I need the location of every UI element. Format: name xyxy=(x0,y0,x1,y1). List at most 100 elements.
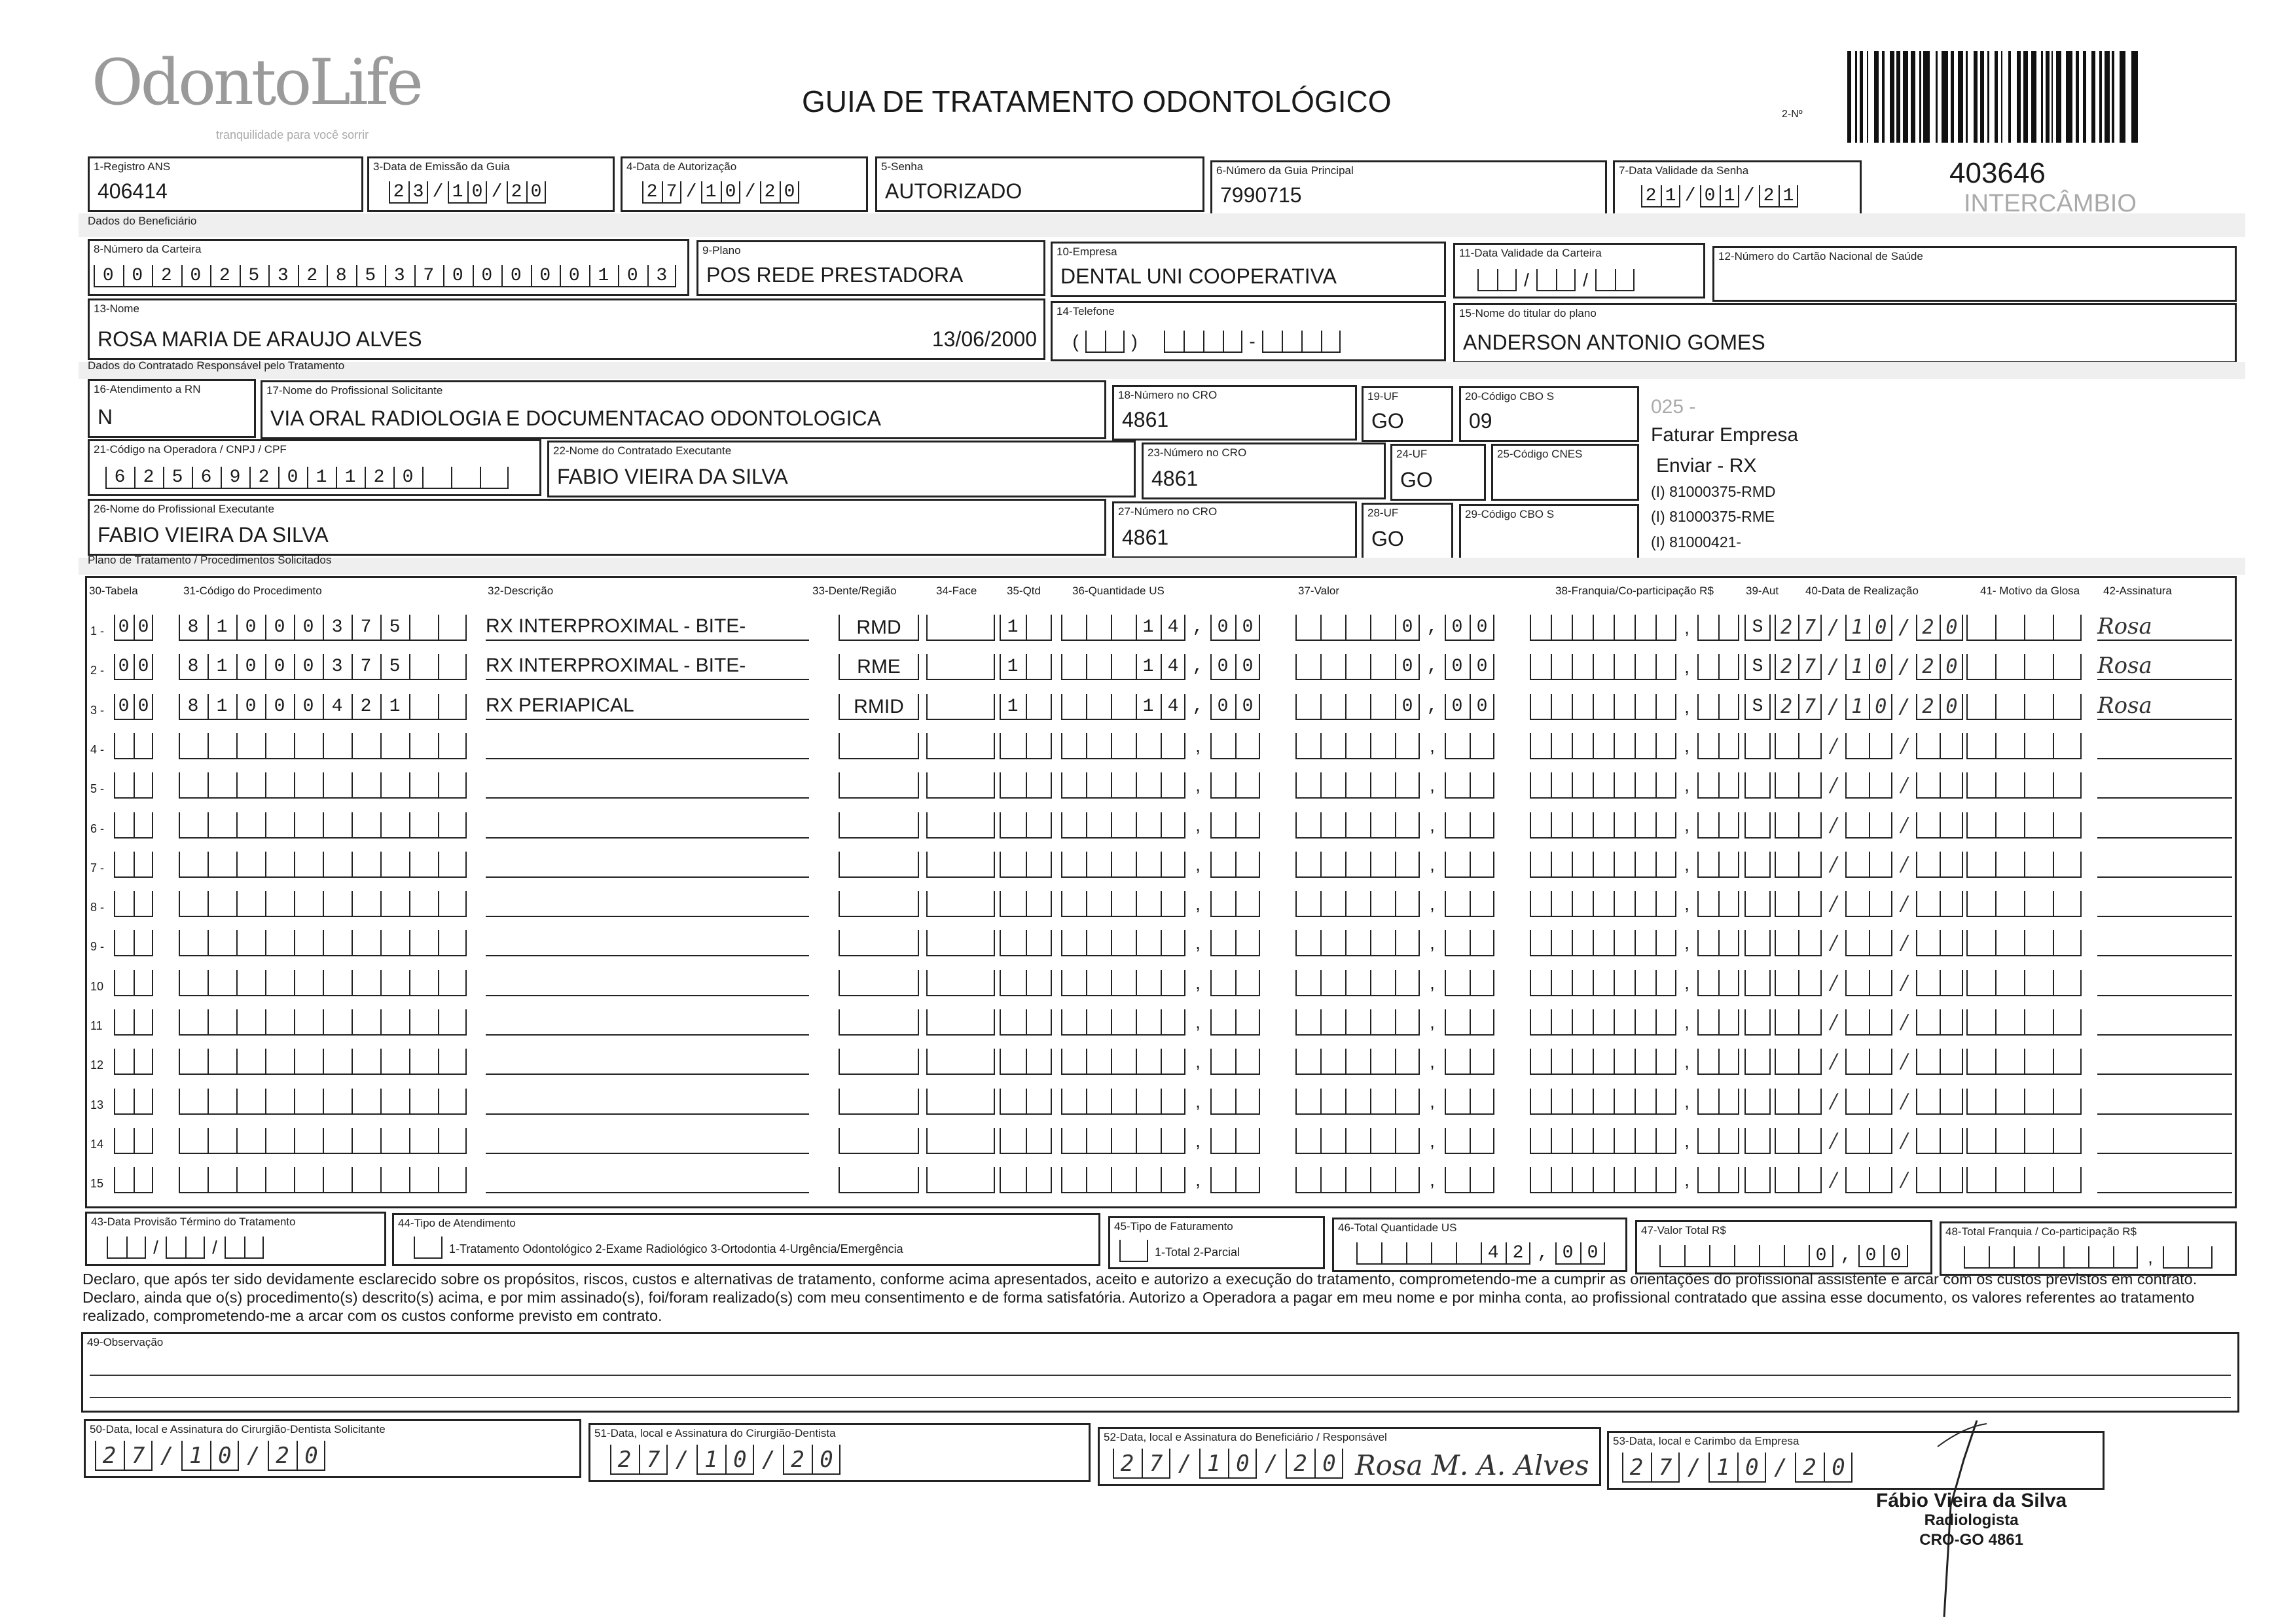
digit-cell xyxy=(1530,1167,1551,1194)
digit-cell xyxy=(323,812,352,839)
field-cro-solicitante: 18-Número no CRO 4861 xyxy=(1112,385,1357,441)
digit-cell xyxy=(1431,1242,1456,1265)
digit-cell xyxy=(1744,1167,1771,1194)
digit-cell xyxy=(443,265,473,287)
note-faturar: Faturar Empresa xyxy=(1651,424,1799,446)
digit-cell xyxy=(268,1441,297,1471)
digit-cell xyxy=(1995,851,2024,878)
separator: / xyxy=(1900,1128,1908,1152)
table-row: 1 -00 81000375 1 14,00 0,00, S 27/10/20 RX INTE… xyxy=(88,605,2235,645)
table-row: 13,,, / / xyxy=(88,1079,2235,1119)
field-profissional-solicitante: 17-Nome do Profissional Solicitante VIA O… xyxy=(261,380,1106,439)
glosa-comb xyxy=(1966,1049,2082,1075)
valor-comb: , xyxy=(1295,772,1494,799)
digit-cell xyxy=(1744,1127,1771,1154)
digit-cell xyxy=(1295,732,1320,759)
digit-cell xyxy=(1530,615,1551,641)
valor-comb: , xyxy=(1295,1088,1494,1115)
digit-cell xyxy=(2053,969,2082,996)
digit-cell xyxy=(1235,615,1260,641)
digit-cell xyxy=(1775,969,1798,996)
franquia-comb: , xyxy=(1530,693,1739,720)
label: 3-Data de Emissão da Guia xyxy=(373,160,510,173)
comb-value: 27/10/20 xyxy=(1780,655,1970,679)
assinatura xyxy=(2097,1008,2232,1036)
face-comb xyxy=(926,851,995,878)
digit-cell xyxy=(2024,772,2053,799)
digit-cell xyxy=(926,772,995,799)
digit-cell xyxy=(352,1127,380,1154)
tipo-faturamento-input[interactable] xyxy=(1119,1240,1148,1262)
tabela-comb xyxy=(114,1127,153,1154)
digit-cell xyxy=(1966,693,1995,720)
field-total-quantidade-us: 46-Total Quantidade US 42,00 xyxy=(1332,1218,1627,1272)
digit-cell xyxy=(1320,891,1345,918)
value: GO xyxy=(1400,468,1433,492)
beneficiario-signature: Rosa M. A. Alves xyxy=(1355,1449,1589,1481)
value: 4861 xyxy=(1151,467,1199,490)
separator: , xyxy=(1430,893,1435,914)
digit-cell xyxy=(208,1009,236,1036)
digit-cell xyxy=(1572,891,1593,918)
descricao xyxy=(486,890,809,918)
separator: , xyxy=(1684,814,1690,835)
digit-cell xyxy=(1136,693,1161,720)
digit-cell xyxy=(1530,891,1551,918)
digit-cell xyxy=(1026,851,1052,878)
qtd-comb xyxy=(1000,1127,1052,1154)
table-row: 5 -,,, / / xyxy=(88,763,2235,803)
digit-cell xyxy=(1161,969,1185,996)
digit-cell xyxy=(1356,1242,1381,1265)
face-comb xyxy=(926,1049,995,1075)
field-observacao[interactable]: 49-Observação xyxy=(81,1332,2239,1413)
digit-cell xyxy=(1136,732,1161,759)
digit-cell xyxy=(1456,1242,1481,1265)
digit-cell xyxy=(1940,732,1963,759)
barcode-bar xyxy=(1987,51,1989,143)
digit-cell xyxy=(1026,772,1052,799)
separator: , xyxy=(1430,1130,1435,1151)
digit-cell xyxy=(1470,1049,1494,1075)
digit-cell xyxy=(414,1236,443,1259)
digit-cell xyxy=(1470,1167,1494,1194)
comb-value: S xyxy=(1752,617,1779,638)
digit-cell xyxy=(1551,969,1572,996)
face-comb xyxy=(926,891,995,918)
barcode-bar xyxy=(1847,51,1851,143)
section-contratado: Dados do Contratado Responsável pelo Tra… xyxy=(88,359,345,372)
qtd-us-comb: , xyxy=(1061,969,1260,996)
separator: , xyxy=(1430,1012,1435,1032)
separator: / xyxy=(1830,1050,1837,1074)
face-comb xyxy=(926,1009,995,1036)
separator: , xyxy=(1684,617,1690,638)
digit-cell xyxy=(1235,1049,1260,1075)
digit-cell xyxy=(1775,851,1798,878)
digit-cell xyxy=(134,772,153,799)
barcode-bar xyxy=(2099,51,2102,143)
digit-cell xyxy=(1966,1167,1995,1194)
codigo-comb xyxy=(179,1049,467,1075)
digit-cell xyxy=(1635,615,1655,641)
label: 9-Plano xyxy=(702,244,741,257)
digit-cell xyxy=(380,812,409,839)
tipo-atendimento-input[interactable] xyxy=(414,1236,443,1259)
digit-cell xyxy=(1136,1167,1161,1194)
digit-cell xyxy=(588,265,618,287)
digit-cell xyxy=(323,654,352,681)
comb-value: 14,00 xyxy=(1142,657,1267,677)
digit-cell xyxy=(438,693,467,720)
digit-cell xyxy=(1370,1167,1395,1194)
digit-cell xyxy=(1775,693,1798,720)
digit-cell xyxy=(1845,930,1869,957)
digit-cell xyxy=(1061,654,1086,681)
data-realizacao-comb: 27/10/20 xyxy=(1775,615,1963,641)
comb-value: 00 xyxy=(118,696,158,717)
digit-cell xyxy=(1184,331,1203,353)
qtd-us-comb: 14,00 xyxy=(1061,615,1260,641)
digit-cell xyxy=(265,1009,294,1036)
label: 51-Data, local e Assinatura do Cirurgião… xyxy=(594,1427,836,1439)
field-registro-ans: 1-Registro ANS 406414 xyxy=(88,156,363,212)
digit-cell xyxy=(1916,891,1940,918)
digit-cell xyxy=(1000,851,1026,878)
digit-cell xyxy=(1164,331,1184,353)
